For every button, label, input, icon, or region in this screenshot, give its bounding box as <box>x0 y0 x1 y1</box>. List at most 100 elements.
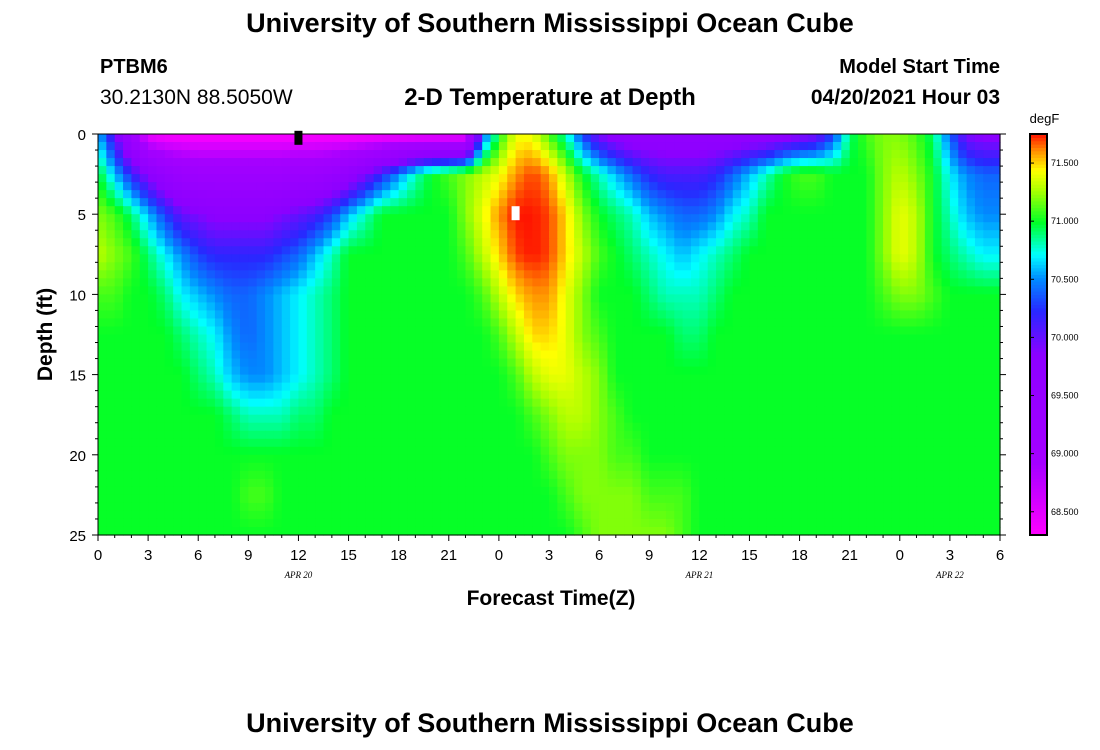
heatmap-cell <box>966 246 976 255</box>
heatmap-cell <box>590 310 600 320</box>
heatmap-cell <box>615 494 625 504</box>
heatmap-cell <box>841 366 851 376</box>
heatmap-cell <box>615 286 625 295</box>
heatmap-cell <box>148 374 158 384</box>
heatmap-cell <box>632 222 642 231</box>
heatmap-cell <box>123 166 133 175</box>
heatmap-cell <box>866 398 876 408</box>
heatmap-cell <box>774 134 784 143</box>
heatmap-cell <box>423 214 433 223</box>
heatmap-cell <box>582 214 592 223</box>
heatmap-cell <box>415 366 425 376</box>
heatmap-cell <box>649 374 659 384</box>
heatmap-cell <box>574 230 584 239</box>
heatmap-cell <box>632 366 642 376</box>
heatmap-cell <box>749 270 759 279</box>
heatmap-cell <box>557 454 567 464</box>
heatmap-cell <box>741 414 751 424</box>
heatmap-cell <box>574 486 584 496</box>
heatmap-cell <box>515 318 525 328</box>
heatmap-cell <box>665 190 675 199</box>
heatmap-cell <box>766 430 776 440</box>
heatmap-cell <box>799 278 809 287</box>
heatmap-cell <box>515 334 525 344</box>
heatmap-cell <box>949 454 959 464</box>
heatmap-cell <box>983 190 993 199</box>
heatmap-cell <box>306 230 316 239</box>
heatmap-cell <box>198 206 208 215</box>
heatmap-cell <box>832 134 842 143</box>
heatmap-cell <box>749 222 759 231</box>
heatmap-cell <box>966 366 976 376</box>
heatmap-cell <box>281 358 291 368</box>
heatmap-cell <box>724 446 734 456</box>
heatmap-cell <box>331 462 341 472</box>
heatmap-cell <box>741 214 751 223</box>
heatmap-cell <box>198 470 208 480</box>
heatmap-cell <box>298 214 308 223</box>
heatmap-cell <box>373 294 383 304</box>
heatmap-cell <box>540 222 550 231</box>
heatmap-cell <box>615 174 625 183</box>
heatmap-cell <box>106 310 116 320</box>
heatmap-cell <box>214 150 224 159</box>
heatmap-cell <box>741 150 751 159</box>
heatmap-cell <box>674 350 684 360</box>
heatmap-cell <box>883 150 893 159</box>
heatmap-cell <box>515 390 525 400</box>
heatmap-cell <box>490 174 500 183</box>
heatmap-cell <box>966 230 976 239</box>
heatmap-cell <box>482 238 492 247</box>
heatmap-cell <box>866 222 876 231</box>
heatmap-cell <box>640 158 650 167</box>
heatmap-cell <box>674 254 684 263</box>
heatmap-cell <box>649 158 659 167</box>
heatmap-cell <box>407 166 416 175</box>
heatmap-cell <box>340 398 350 408</box>
heatmap-cell <box>766 326 776 336</box>
heatmap-cell <box>181 430 191 440</box>
heatmap-cell <box>649 142 659 151</box>
heatmap-cell <box>607 278 617 287</box>
heatmap-cell <box>824 414 834 424</box>
heatmap-cell <box>565 454 575 464</box>
heatmap-cell <box>340 166 350 175</box>
heatmap-cell <box>699 286 709 295</box>
heatmap-cell <box>799 158 809 167</box>
heatmap-cell <box>106 134 116 143</box>
heatmap-cell <box>599 278 609 287</box>
heatmap-cell <box>265 462 274 472</box>
heatmap-cell <box>716 406 725 416</box>
heatmap-cell <box>256 278 266 287</box>
heatmap-cell <box>256 494 266 504</box>
heatmap-cell <box>933 190 943 199</box>
heatmap-cell <box>223 270 233 279</box>
heatmap-cell <box>198 318 208 328</box>
heatmap-cell <box>440 414 450 424</box>
heatmap-cell <box>824 398 834 408</box>
heatmap-cell <box>214 358 224 368</box>
heatmap-cell <box>741 438 751 448</box>
heatmap-cell <box>532 254 542 263</box>
heatmap-cell <box>649 182 659 191</box>
heatmap-cell <box>239 414 249 424</box>
heatmap-cell <box>958 350 968 360</box>
heatmap-cell <box>265 158 274 167</box>
heatmap-cell <box>574 462 584 472</box>
heatmap-cell <box>607 430 617 440</box>
heatmap-cell <box>774 478 784 488</box>
heatmap-cell <box>239 438 249 448</box>
heatmap-cell <box>799 454 809 464</box>
heatmap-cell <box>164 158 174 167</box>
heatmap-cell <box>231 326 241 336</box>
heatmap-cell <box>532 374 542 384</box>
heatmap-cell <box>498 478 508 488</box>
heatmap-cell <box>690 494 700 504</box>
heatmap-cell <box>899 302 909 312</box>
heatmap-cell <box>381 182 391 191</box>
heatmap-cell <box>223 198 233 207</box>
heatmap-cell <box>574 294 584 304</box>
heatmap-cell <box>239 150 249 159</box>
heatmap-cell <box>407 454 416 464</box>
heatmap-cell <box>515 486 525 496</box>
